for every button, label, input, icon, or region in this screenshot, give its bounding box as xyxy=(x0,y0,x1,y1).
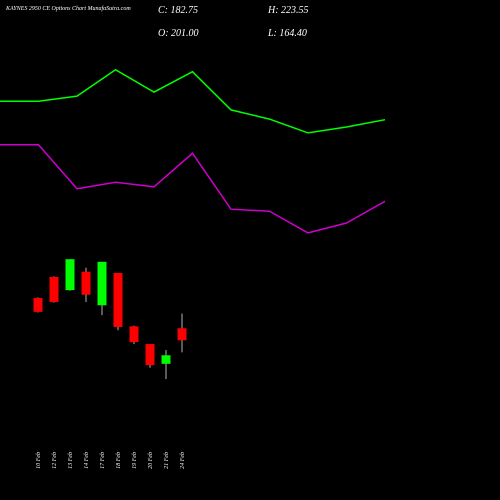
candle-body xyxy=(97,261,107,306)
x-tick-label: 19 Feb xyxy=(132,452,138,469)
x-tick-label: 14 Feb xyxy=(83,452,90,469)
candle-body xyxy=(129,326,139,343)
x-tick-label: 21 Feb xyxy=(164,452,170,469)
candle-body xyxy=(81,271,91,295)
x-tick-label: 24 Feb xyxy=(179,452,186,469)
low-label: L: 164.40 xyxy=(267,28,307,39)
candle-body xyxy=(49,276,59,302)
line-series xyxy=(0,68,386,134)
x-tick-label: 17 Feb xyxy=(100,452,106,469)
x-tick-label: 20 Feb xyxy=(148,452,154,469)
x-tick-label: 18 Feb xyxy=(116,452,122,469)
line-series xyxy=(0,143,386,234)
candle-body xyxy=(177,328,187,341)
candle-body xyxy=(33,298,43,312)
high-label: H: 223.55 xyxy=(267,5,309,16)
x-tick-label: 12 Feb xyxy=(52,452,58,469)
open-label: O: 201.00 xyxy=(158,28,199,39)
candle-body xyxy=(145,344,155,366)
candle-body xyxy=(113,273,123,327)
candle-body xyxy=(161,355,171,364)
close-label: C: 182.75 xyxy=(158,5,198,16)
candle-body xyxy=(65,259,75,291)
x-tick-label: 13 Feb xyxy=(68,452,74,469)
chart-title: KAYNES 2950 CE Options Chart MunafaSutra… xyxy=(5,5,131,12)
x-tick-label: 10 Feb xyxy=(36,452,42,469)
